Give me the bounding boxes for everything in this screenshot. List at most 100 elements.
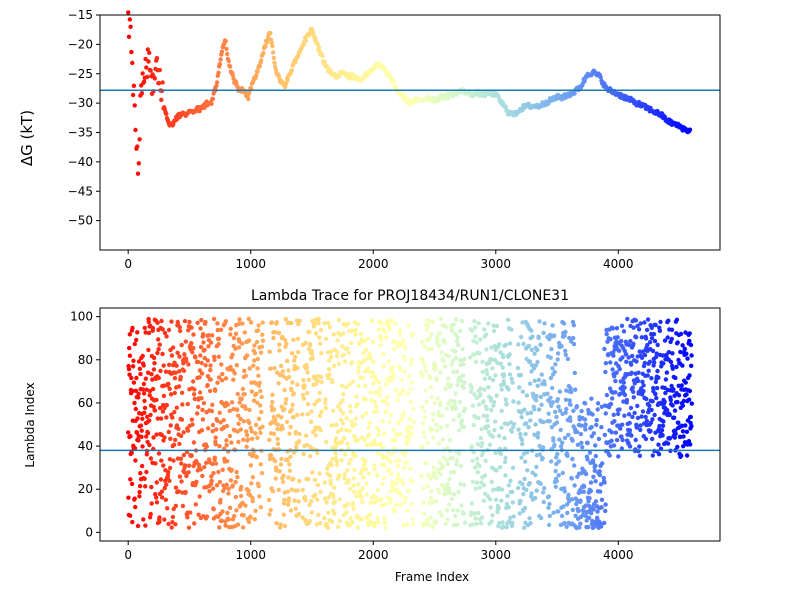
lambda-point bbox=[215, 321, 220, 326]
lambda-point bbox=[133, 406, 138, 412]
lambda-point bbox=[401, 523, 406, 528]
lambda-point bbox=[553, 468, 558, 474]
lambda-point bbox=[689, 423, 694, 429]
delta-g-point bbox=[289, 68, 295, 73]
lambda-point bbox=[563, 348, 568, 353]
lambda-point bbox=[190, 350, 195, 355]
lambda-point bbox=[358, 488, 363, 494]
lambda-point bbox=[363, 347, 369, 352]
lambda-point bbox=[258, 350, 264, 355]
y-tick-label: −20 bbox=[68, 37, 93, 51]
lambda-point bbox=[421, 486, 426, 491]
lambda-point bbox=[593, 479, 598, 484]
lambda-point bbox=[334, 459, 339, 464]
lambda-point bbox=[482, 387, 487, 392]
lambda-point bbox=[508, 478, 513, 484]
lambda-point bbox=[295, 365, 300, 371]
lambda-point bbox=[225, 402, 231, 407]
lambda-point bbox=[238, 493, 244, 499]
lambda-point bbox=[344, 510, 349, 515]
lambda-point bbox=[379, 503, 385, 508]
lambda-point bbox=[138, 423, 144, 428]
delta-g-point bbox=[140, 71, 145, 76]
lambda-point bbox=[669, 327, 675, 332]
lambda-point bbox=[197, 390, 203, 395]
lambda-point bbox=[295, 382, 300, 387]
lambda-point bbox=[231, 407, 236, 412]
lambda-point bbox=[277, 469, 282, 474]
lambda-point bbox=[520, 441, 525, 447]
lambda-point bbox=[680, 343, 685, 348]
lambda-point bbox=[447, 438, 453, 443]
lambda-point bbox=[391, 339, 397, 344]
lambda-point bbox=[527, 381, 533, 386]
lambda-point bbox=[288, 508, 294, 513]
lambda-point bbox=[147, 388, 153, 394]
delta-g-point bbox=[307, 32, 312, 37]
lambda-point bbox=[163, 369, 169, 374]
lambda-point bbox=[167, 386, 172, 391]
lambda-point bbox=[225, 459, 230, 464]
lambda-point bbox=[339, 383, 345, 389]
lambda-point bbox=[222, 485, 227, 491]
lambda-point bbox=[488, 505, 493, 510]
lambda-point bbox=[386, 402, 391, 408]
x-tick-label: 4000 bbox=[603, 548, 634, 562]
lambda-point bbox=[164, 482, 169, 487]
lambda-point bbox=[268, 507, 273, 513]
lambda-point bbox=[178, 374, 183, 380]
lambda-point bbox=[518, 372, 524, 378]
lambda-point bbox=[159, 495, 165, 500]
lambda-point bbox=[149, 372, 154, 377]
lambda-point bbox=[260, 320, 265, 325]
lambda-point bbox=[185, 515, 190, 520]
lambda-point bbox=[382, 520, 387, 525]
lambda-point bbox=[350, 379, 356, 384]
lambda-point bbox=[563, 329, 568, 335]
lambda-point bbox=[179, 479, 184, 484]
lambda-point bbox=[433, 367, 438, 372]
lambda-point bbox=[633, 437, 638, 443]
delta-g-point bbox=[263, 44, 268, 49]
lambda-point bbox=[519, 455, 524, 460]
lambda-point bbox=[165, 506, 170, 511]
lambda-point bbox=[286, 496, 292, 501]
lambda-point bbox=[510, 500, 515, 505]
lambda-point bbox=[505, 493, 510, 499]
lambda-point bbox=[388, 413, 394, 418]
lambda-point bbox=[545, 391, 550, 396]
lambda-point bbox=[408, 400, 414, 405]
lambda-point bbox=[419, 370, 424, 375]
lambda-point bbox=[348, 409, 353, 414]
lambda-point bbox=[254, 455, 259, 460]
lambda-point bbox=[331, 363, 337, 368]
lambda-point bbox=[572, 463, 577, 468]
lambda-point bbox=[240, 386, 246, 392]
lambda-point bbox=[332, 499, 337, 504]
lambda-point bbox=[347, 486, 353, 491]
lambda-point bbox=[662, 399, 667, 404]
lambda-point bbox=[523, 431, 528, 437]
lambda-point bbox=[199, 396, 204, 401]
lambda-point bbox=[652, 360, 657, 365]
lambda-point bbox=[569, 389, 574, 395]
lambda-point bbox=[143, 523, 148, 528]
lambda-point bbox=[504, 501, 510, 507]
lambda-point bbox=[183, 489, 188, 495]
lambda-point bbox=[176, 426, 181, 431]
lambda-point bbox=[546, 505, 551, 510]
lambda-point bbox=[574, 429, 580, 435]
lambda-point bbox=[482, 376, 487, 381]
lambda-point bbox=[319, 379, 324, 385]
lambda-point bbox=[556, 459, 562, 464]
lambda-point bbox=[134, 375, 139, 381]
lambda-point bbox=[368, 390, 373, 395]
lambda-point bbox=[423, 388, 428, 393]
lambda-point bbox=[160, 409, 166, 414]
lambda-point bbox=[431, 417, 436, 423]
lambda-point bbox=[517, 385, 522, 390]
lambda-point bbox=[244, 429, 249, 434]
lambda-point bbox=[143, 376, 148, 381]
lambda-point bbox=[535, 430, 541, 436]
lambda-point bbox=[128, 434, 133, 439]
